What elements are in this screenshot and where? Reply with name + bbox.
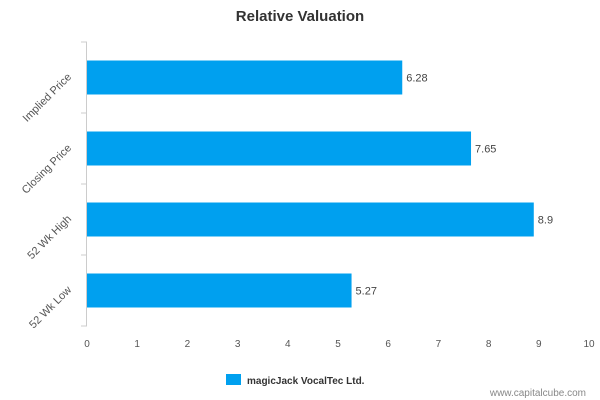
bar	[87, 60, 403, 95]
plot-area: 6.28 Implied Price 7.65 Closing Price 8.9 52 …	[20, 41, 595, 350]
x-tick-label: 1	[134, 339, 140, 350]
bar-value-label: 5.27	[356, 286, 377, 298]
x-tick-label: 8	[486, 339, 492, 350]
bar-value-label: 6.28	[406, 73, 427, 85]
x-tick-label: 3	[235, 339, 241, 350]
x-tick-label: 7	[436, 339, 442, 350]
bar-value-label: 7.65	[475, 144, 496, 156]
legend: magicJack VocalTec Ltd.	[226, 374, 365, 387]
x-tick-label: 0	[84, 339, 90, 350]
x-tick-label: 2	[185, 339, 191, 350]
category-label: Implied Price	[21, 71, 74, 124]
chart-title: Relative Valuation	[236, 8, 364, 25]
source-credit: www.capitalcube.com	[489, 388, 586, 399]
x-tick-label: 9	[536, 339, 542, 350]
category-label: Closing Price	[20, 142, 74, 196]
x-tick-label: 5	[335, 339, 341, 350]
legend-swatch	[226, 374, 241, 385]
bar	[87, 202, 534, 237]
bar	[87, 131, 472, 166]
x-tick-label: 6	[385, 339, 391, 350]
legend-label: magicJack VocalTec Ltd.	[247, 376, 365, 387]
category-label: 52 Wk Low	[27, 284, 74, 331]
bar	[87, 273, 352, 308]
bar-value-label: 8.9	[538, 215, 553, 227]
category-label: 52 Wk High	[25, 213, 74, 262]
x-tick-label: 4	[285, 339, 291, 350]
x-tick-label: 10	[583, 339, 595, 350]
